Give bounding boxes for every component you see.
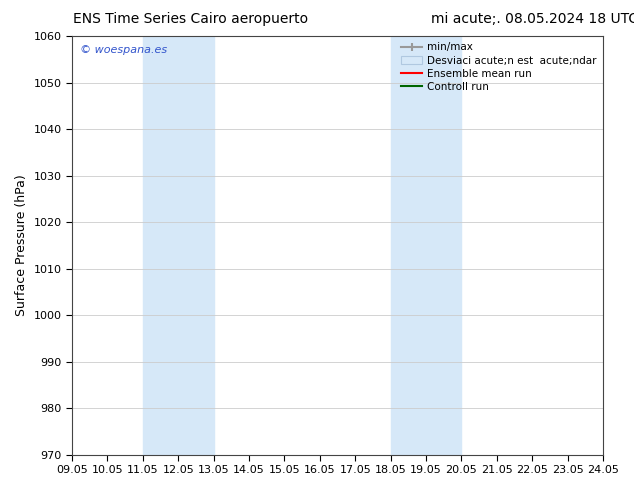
Text: © woespana.es: © woespana.es — [80, 45, 167, 54]
Text: mi acute;. 08.05.2024 18 UTC: mi acute;. 08.05.2024 18 UTC — [431, 12, 634, 26]
Legend: min/max, Desviaci acute;n est  acute;ndar, Ensemble mean run, Controll run: min/max, Desviaci acute;n est acute;ndar… — [397, 38, 601, 96]
Bar — [143, 36, 214, 455]
Text: ENS Time Series Cairo aeropuerto: ENS Time Series Cairo aeropuerto — [73, 12, 307, 26]
Y-axis label: Surface Pressure (hPa): Surface Pressure (hPa) — [15, 174, 28, 316]
Bar — [391, 36, 462, 455]
